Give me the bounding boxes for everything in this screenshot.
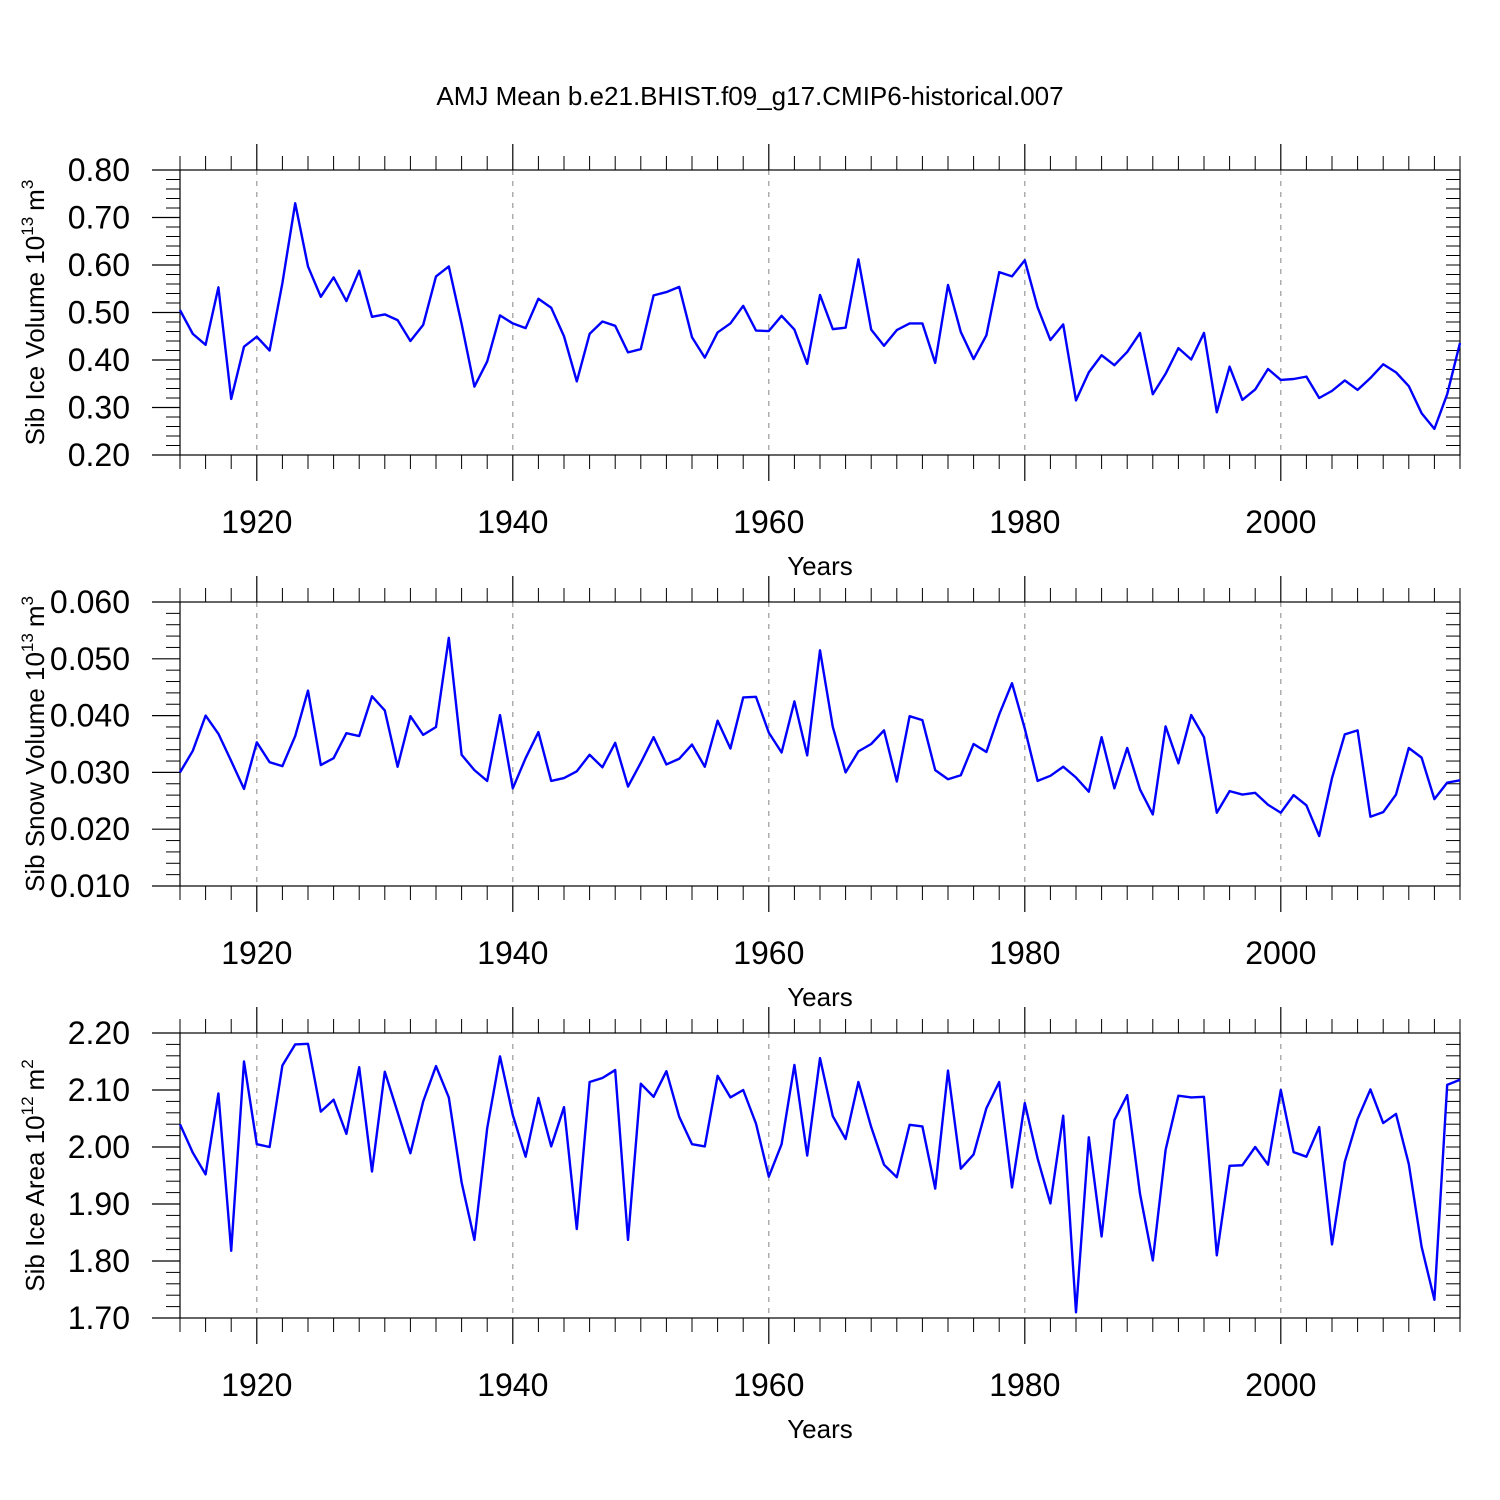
series-line (178, 636, 1461, 838)
x-tick-label: 2000 (1245, 935, 1316, 971)
x-tick-label: 2000 (1245, 504, 1316, 540)
y-tick-label: 2.20 (68, 1015, 130, 1051)
ice-area-panel: 1920 1940 1960 1980 2000 1.70 1.80 1.90 2.00 2.10… (18, 1007, 1461, 1444)
y-axis-title-unit: m (20, 1069, 50, 1091)
x-axis-title: Years (787, 1414, 853, 1444)
x-tick-label: 1920 (221, 935, 292, 971)
x-tick-label: 1960 (733, 935, 804, 971)
y-axis-title-exponent: 13 (18, 633, 37, 652)
plot-frame (179, 1032, 1461, 1319)
series-line (178, 1042, 1461, 1314)
y-axis-title-unit-exponent: 3 (18, 596, 37, 605)
x-tick-label: 1920 (221, 1367, 292, 1403)
y-tick-label: 0.70 (68, 200, 130, 236)
y-tick-label: 0.040 (50, 698, 130, 734)
y-tick-label: 0.30 (68, 390, 130, 426)
y-axis-title-unit-exponent: 2 (18, 1059, 37, 1068)
y-axis-title-unit: m (20, 605, 50, 627)
y-tick-label: 0.050 (50, 641, 130, 677)
y-axis-title-exponent: 13 (18, 217, 37, 236)
y-axis-title-text: Sib Ice Volume 10 (20, 236, 50, 446)
series-line (178, 202, 1462, 431)
x-tick-label: 1960 (733, 1367, 804, 1403)
y-tick-label: 0.030 (50, 754, 130, 790)
y-tick-label: 0.060 (50, 584, 130, 620)
x-tick-label: 1940 (477, 935, 548, 971)
y-tick-label: 2.00 (68, 1129, 130, 1165)
y-tick-label: 1.80 (68, 1243, 130, 1279)
y-axis-title-text: Sib Snow Volume 10 (20, 652, 50, 892)
y-tick-label: 0.80 (68, 152, 130, 188)
y-axis-title-unit-exponent: 3 (18, 180, 37, 189)
x-axis-title: Years (787, 551, 853, 581)
ice-volume-panel: 1920 1940 1960 1980 2000 0.20 0.30 0.40 0.50 0.60… (18, 144, 1462, 581)
y-axis-title: Sib Ice Volume 1013 m3 (18, 180, 50, 446)
y-tick-label: 1.70 (68, 1300, 130, 1336)
plot-frame (179, 601, 1461, 887)
x-tick-label: 1980 (989, 504, 1060, 540)
y-axis-title: Sib Ice Area 1012 m2 (18, 1059, 50, 1291)
x-tick-label: 1920 (221, 504, 292, 540)
x-tick-label: 1940 (477, 1367, 548, 1403)
snow-volume-panel: 1920 1940 1960 1980 2000 0.010 0.020 0.030 0.040… (18, 576, 1461, 1012)
y-tick-label: 0.020 (50, 811, 130, 847)
x-tick-label: 2000 (1245, 1367, 1316, 1403)
y-tick-label: 0.20 (68, 437, 130, 473)
x-tick-label: 1960 (733, 504, 804, 540)
chart-title: AMJ Mean b.e21.BHIST.f09_g17.CMIP6-histo… (436, 81, 1063, 111)
y-tick-label: 0.60 (68, 247, 130, 283)
x-tick-label: 1940 (477, 504, 548, 540)
y-axis-title-text: Sib Ice Area 10 (20, 1115, 50, 1291)
y-tick-label: 0.010 (50, 868, 130, 904)
y-axis-title-unit: m (20, 189, 50, 211)
x-tick-label: 1980 (989, 1367, 1060, 1403)
x-axis-title: Years (787, 982, 853, 1012)
y-tick-label: 0.40 (68, 342, 130, 378)
y-tick-label: 2.10 (68, 1072, 130, 1108)
y-tick-label: 0.50 (68, 295, 130, 331)
y-axis-title-exponent: 12 (18, 1096, 37, 1115)
y-axis-title: Sib Snow Volume 1013 m3 (18, 596, 50, 892)
x-tick-label: 1980 (989, 935, 1060, 971)
y-tick-label: 1.90 (68, 1186, 130, 1222)
